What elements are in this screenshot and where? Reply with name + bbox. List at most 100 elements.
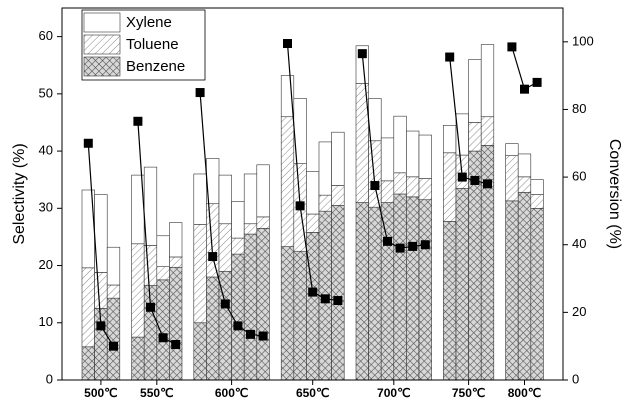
conversion-point xyxy=(333,296,343,306)
bar-segment xyxy=(318,194,332,212)
bar-segment xyxy=(331,205,345,381)
bar-segment xyxy=(156,266,170,281)
y2-tick-label: 0 xyxy=(572,371,579,386)
bar-segment xyxy=(468,122,482,152)
bar-segment xyxy=(206,276,220,381)
bar-segment xyxy=(156,235,170,267)
conversion-point xyxy=(320,294,330,304)
bar-segment xyxy=(81,267,95,348)
conversion-point xyxy=(295,201,305,211)
bar-segment xyxy=(505,200,519,381)
bar-segment xyxy=(530,194,544,209)
plot-frame xyxy=(61,7,564,381)
bar-segment xyxy=(355,202,369,381)
legend-label: Xylene xyxy=(126,14,172,31)
bar-segment xyxy=(131,336,145,381)
legend-label: Benzene xyxy=(126,58,185,75)
bar-segment xyxy=(156,279,170,381)
bar-segment xyxy=(218,223,232,272)
y2-tick-label: 20 xyxy=(572,304,586,319)
bar-segment xyxy=(480,44,495,118)
bar-segment xyxy=(243,223,258,235)
bar-segment xyxy=(468,59,482,123)
y-axis-title: Selectivity (%) xyxy=(11,143,28,244)
bar-segment xyxy=(131,243,145,338)
conversion-point xyxy=(220,299,230,309)
bar-segment xyxy=(406,196,420,381)
conversion-point xyxy=(395,243,405,253)
y-tick-label: 40 xyxy=(39,143,53,158)
conversion-point xyxy=(96,321,106,331)
conversion-point xyxy=(420,240,430,250)
bar-segment xyxy=(380,137,395,182)
conversion-line xyxy=(449,56,488,185)
bar-segment xyxy=(331,131,345,186)
conversion-point xyxy=(457,172,467,182)
bar-segment xyxy=(169,266,183,381)
bar-segment xyxy=(243,233,258,381)
legend-label: Toluene xyxy=(126,36,179,53)
y-tick-label: 10 xyxy=(39,314,53,329)
conversion-point xyxy=(158,333,168,343)
legend-swatch xyxy=(83,12,121,33)
conversion-point xyxy=(146,302,155,312)
bar-segment xyxy=(106,246,121,286)
bar-segment xyxy=(380,180,395,203)
y2-axis-title: Conversion (%) xyxy=(606,139,623,249)
bar-segment xyxy=(256,164,270,218)
conversion-point xyxy=(83,138,93,148)
y2-tick-label: 60 xyxy=(572,169,586,184)
x-tick-label: 650℃ xyxy=(296,386,330,400)
y-tick-label: 20 xyxy=(39,257,53,272)
bar-segment xyxy=(418,178,432,201)
conversion-point xyxy=(532,77,542,87)
conversion-point xyxy=(258,331,268,341)
bar-segment xyxy=(331,185,345,206)
x-tick-label: 700℃ xyxy=(377,386,411,400)
bar-segment xyxy=(169,222,183,258)
bar-segment xyxy=(193,173,207,225)
conversion-line xyxy=(137,121,176,346)
bar-segment xyxy=(393,172,407,195)
bar-segment xyxy=(193,322,207,381)
bar-segment xyxy=(243,173,258,225)
bar-segment xyxy=(368,206,382,381)
conversion-point xyxy=(233,321,243,331)
conversion-point xyxy=(470,175,480,185)
bar-segment xyxy=(418,134,432,179)
legend-swatch xyxy=(83,34,121,55)
y-tick-label: 60 xyxy=(39,28,53,43)
bar-segment xyxy=(81,346,95,381)
bar-segment xyxy=(193,224,207,324)
x-tick-label: 500℃ xyxy=(84,386,118,400)
bar-segment xyxy=(169,256,183,268)
bar-segment xyxy=(94,272,108,309)
bar-segment xyxy=(443,152,457,222)
conversion-point xyxy=(520,84,529,94)
bar-segment xyxy=(480,116,495,146)
conversion-point xyxy=(370,181,380,191)
conversion-point xyxy=(445,52,455,62)
conversion-point xyxy=(308,287,318,297)
bar-segment xyxy=(293,250,307,381)
y-tick-label: 50 xyxy=(39,85,53,100)
bar-segment xyxy=(517,191,532,381)
bar-segment xyxy=(368,140,382,208)
bar-segment xyxy=(505,155,519,202)
x-tick-label: 800℃ xyxy=(508,386,542,400)
y-tick-label: 30 xyxy=(39,200,53,215)
y2-tick-label: 80 xyxy=(572,101,586,116)
y2-tick-label: 40 xyxy=(572,236,586,251)
bar-segment xyxy=(318,141,332,196)
conversion-point xyxy=(109,341,118,351)
bar-segment xyxy=(455,187,469,381)
bar-segment xyxy=(517,153,532,178)
bar-segment xyxy=(256,228,270,381)
conversion-point xyxy=(283,39,292,49)
bar-segment xyxy=(443,221,457,381)
conversion-point xyxy=(246,329,255,339)
bar-segment xyxy=(280,116,295,247)
bar-segment xyxy=(256,216,270,229)
conversion-point xyxy=(383,236,392,246)
